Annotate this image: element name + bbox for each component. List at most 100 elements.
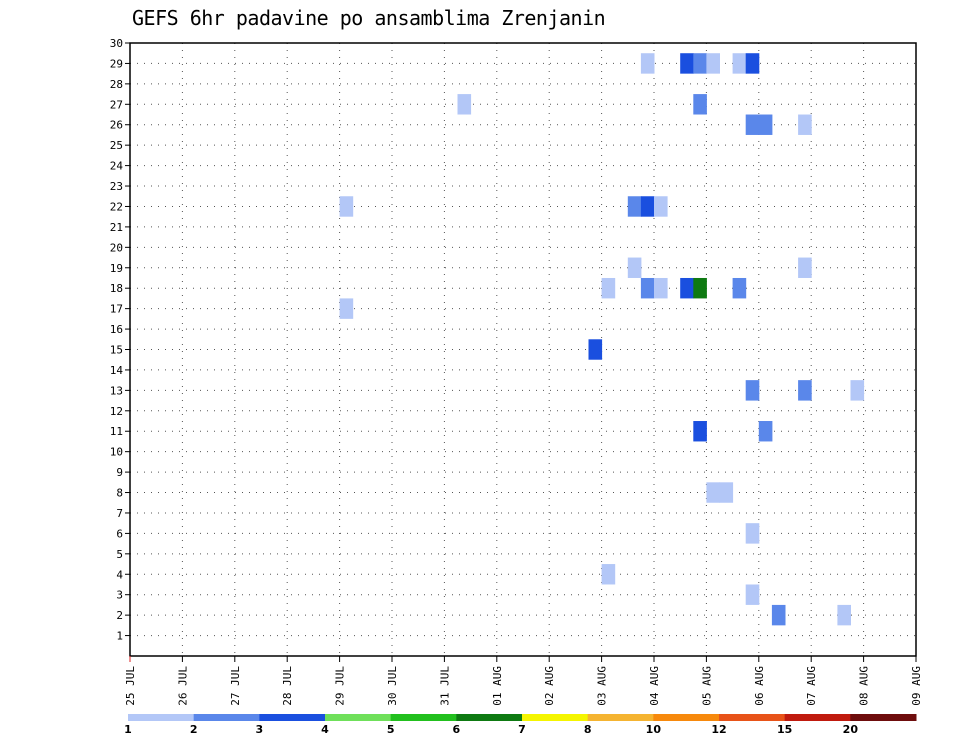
y-tick-label: 26: [110, 119, 123, 132]
colorbar-label: 1: [124, 723, 132, 736]
heatmap-cell: [457, 94, 472, 115]
y-tick-label: 11: [110, 425, 123, 438]
heatmap-cell: [339, 196, 354, 217]
y-tick-label: 7: [116, 507, 123, 520]
heatmap-cell: [771, 604, 786, 626]
heatmap-cell: [680, 53, 694, 74]
heatmap-cell: [640, 53, 655, 74]
heatmap-cell: [706, 482, 720, 503]
y-tick-label: 28: [110, 78, 123, 91]
heatmap-cell: [758, 114, 773, 135]
heatmap-cells: [339, 53, 865, 626]
colorbar-swatch: [719, 714, 786, 721]
heatmap-cell: [693, 94, 707, 115]
heatmap-cell: [640, 196, 655, 217]
heatmap-cell: [798, 114, 812, 135]
y-tick-label: 4: [116, 568, 123, 581]
y-tick-label: 13: [110, 384, 123, 397]
heatmap-cell: [732, 277, 747, 299]
heatmap-cell: [745, 584, 760, 605]
colorbar-swatch: [390, 714, 457, 721]
x-tick-label: 02 AUG: [543, 666, 556, 706]
y-tick-label: 20: [110, 241, 123, 254]
heatmap-cell: [680, 277, 694, 299]
heatmap-cell: [745, 114, 760, 135]
y-tick-label: 16: [110, 323, 123, 336]
x-tick-label: 07 AUG: [805, 666, 818, 706]
y-tick-label: 3: [116, 589, 123, 602]
x-tick-label: 30 JUL: [386, 666, 399, 706]
heatmap-cell: [693, 421, 707, 442]
colorbar-swatch: [193, 714, 260, 721]
colorbar-swatch: [784, 714, 851, 721]
heatmap-cell: [654, 277, 668, 299]
x-tick-label: 08 AUG: [858, 666, 871, 706]
colorbar-label: 4: [321, 723, 329, 736]
y-axis: 1234567891011121314151617181920212223242…: [110, 37, 130, 643]
heatmap-cell: [758, 421, 773, 442]
y-tick-label: 2: [116, 609, 123, 622]
colorbar-swatch: [587, 714, 654, 721]
heatmap-cell: [837, 604, 851, 626]
y-tick-label: 9: [116, 466, 123, 479]
heatmap-cell: [627, 196, 642, 217]
x-tick-label: 27 JUL: [229, 666, 242, 706]
colorbar-label: 8: [584, 723, 592, 736]
x-tick-label: 01 AUG: [491, 666, 504, 706]
heatmap-cell: [719, 482, 734, 503]
colorbar-swatch: [325, 714, 392, 721]
x-tick-label: 29 JUL: [334, 666, 347, 706]
colorbar-swatch: [259, 714, 326, 721]
y-tick-label: 15: [110, 344, 123, 357]
heatmap-cell: [798, 257, 812, 278]
x-tick-label: 26 JUL: [176, 666, 189, 706]
y-tick-label: 14: [110, 364, 124, 377]
heatmap-cell: [706, 53, 720, 74]
heatmap-cell: [745, 380, 760, 401]
x-axis: 25 JUL 26 JUL 27 JUL 28 JUL 29 JUL 30 JUL 31 J…: [124, 656, 923, 706]
y-tick-label: 6: [116, 527, 123, 540]
colorbar-label: 2: [190, 723, 198, 736]
heatmap-cell: [693, 53, 707, 74]
chart-title: GEFS 6hr padavine po ansamblima Zrenjani…: [132, 6, 606, 30]
heatmap-cell: [627, 257, 642, 278]
colorbar-label: 7: [518, 723, 526, 736]
colorbar-swatch: [653, 714, 720, 721]
y-tick-label: 18: [110, 282, 123, 295]
heatmap-cell: [850, 380, 865, 401]
colorbar-label: 20: [843, 723, 859, 736]
heatmap-cell: [693, 277, 707, 299]
y-tick-label: 24: [110, 160, 124, 173]
y-tick-label: 25: [110, 139, 123, 152]
y-tick-label: 10: [110, 446, 123, 459]
y-tick-label: 22: [110, 200, 123, 213]
x-tick-label: 25 JUL: [124, 666, 137, 706]
grid: [130, 43, 916, 656]
y-tick-label: 12: [110, 405, 123, 418]
heatmap-cell: [640, 277, 655, 299]
y-tick-label: 29: [110, 57, 123, 70]
heatmap-cell: [588, 339, 603, 360]
colorbar-legend: 1 2 3 4 5 6 7 8 10 12 15 20: [124, 714, 917, 736]
x-tick-label: 09 AUG: [910, 666, 923, 706]
heatmap-cell: [601, 277, 616, 299]
x-tick-label: 05 AUG: [700, 666, 713, 706]
heatmap-cell: [732, 53, 747, 74]
colorbar-label: 10: [646, 723, 662, 736]
heatmap-cell: [798, 380, 812, 401]
heatmap-cell: [601, 564, 616, 585]
x-tick-label: 06 AUG: [753, 666, 766, 706]
colorbar-label: 15: [777, 723, 792, 736]
y-tick-label: 8: [116, 487, 123, 500]
heatmap-cell: [745, 53, 760, 74]
y-tick-label: 17: [110, 303, 123, 316]
heatmap-cell: [654, 196, 668, 217]
y-tick-label: 1: [116, 630, 123, 643]
x-tick-label: 31 JUL: [438, 666, 451, 706]
colorbar-label: 12: [711, 723, 726, 736]
colorbar-swatch: [850, 714, 917, 721]
heatmap-cell: [745, 523, 760, 544]
y-tick-label: 19: [110, 262, 123, 275]
colorbar-swatch: [522, 714, 589, 721]
